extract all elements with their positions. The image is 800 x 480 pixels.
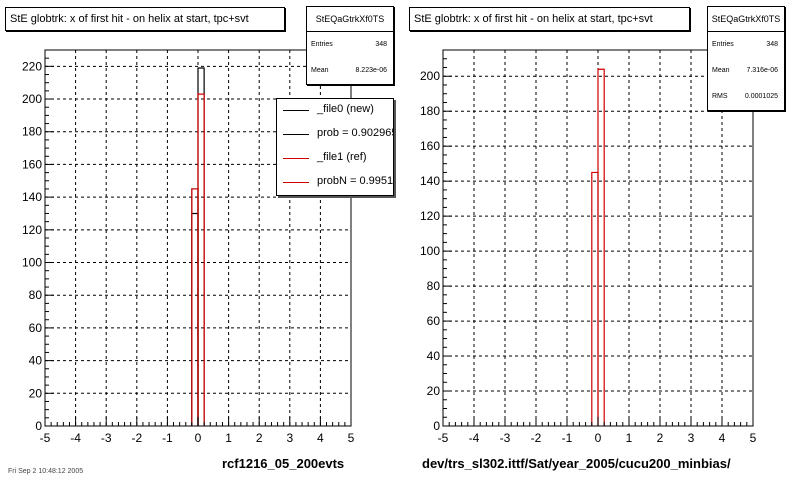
right-xtick-label-10: 5 [750, 431, 757, 445]
right-ytick-label-2: 40 [427, 349, 441, 363]
right-stats-box: StEQaGtrkXf0TS Entries 348 Mean 7.316e-06 … [707, 6, 785, 111]
left-bar-s0-b1 [191, 188, 199, 426]
right-xtick-label-6: 1 [626, 431, 633, 445]
legend-swatch-probN [283, 182, 309, 183]
left-xtick-label-4: -1 [162, 431, 173, 445]
left-xtick-label-6: 1 [225, 431, 232, 445]
left-bar-s0-b2 [197, 67, 205, 426]
right-ytick-label-5: 100 [420, 244, 440, 258]
right-xtick-label-5: 0 [595, 431, 602, 445]
legend-item-file0: _file0 (new) [277, 99, 393, 123]
legend-item-file1: _file1 (ref) [277, 147, 393, 171]
left-xtick-label-5: 0 [195, 431, 202, 445]
left-stats-entries: 348 [375, 41, 387, 48]
right-stats-name: StEQaGtrkXf0TS [708, 7, 784, 32]
legend-item-prob: prob = 0.902965 [277, 123, 393, 147]
left-ytick-label-8: 160 [22, 157, 42, 171]
left-bar-s1-b0 [191, 188, 199, 426]
right-xtick-label-1: -4 [469, 431, 480, 445]
right-bar-s0-b1 [597, 68, 605, 426]
right-xtick-label-0: -5 [438, 431, 449, 445]
right-stats-rms-label: RMS [712, 93, 728, 100]
right-plot: -5 -4 -3 -2 -1 0 1 2 3 4 5 0 20 40 60 80 100 120 140 160 180… [420, 49, 757, 445]
legend-swatch-prob [283, 134, 309, 135]
left-xtick-label-9: 4 [317, 431, 324, 445]
right-xtick-label-4: -1 [562, 431, 573, 445]
right-ytick-label-6: 120 [420, 209, 440, 223]
right-xtick-label-3: -2 [531, 431, 542, 445]
right-stats-entries: 348 [766, 41, 778, 48]
left-histogram-title: StE globtrk: x of first hit - on helix a… [5, 7, 285, 31]
timestamp-footnote: Fri Sep 2 10:48:12 2005 [8, 468, 84, 475]
right-histogram-title: StE globtrk: x of first hit - on helix a… [409, 7, 690, 31]
left-ytick-label-9: 180 [22, 125, 42, 139]
legend-label-file1: _file1 (ref) [317, 151, 367, 163]
legend-label-probN: probN = 0.995138 [317, 175, 394, 187]
left-stats-mean: 8.223e-06 [355, 67, 387, 74]
left-ytick-label-3: 60 [29, 321, 43, 335]
legend-swatch-file0 [283, 110, 309, 111]
right-caption: dev/trs_sl302.ittf/Sat/year_2005/cucu200… [422, 456, 731, 471]
right-xtick-label-9: 4 [719, 431, 726, 445]
right-bar-s0-b0 [591, 171, 599, 426]
left-caption: rcf1216_05_200evts [222, 456, 345, 471]
left-ytick-label-2: 40 [29, 354, 43, 368]
right-ytick-label-1: 20 [427, 384, 441, 398]
left-xtick-label-7: 2 [256, 431, 263, 445]
left-xtick-label-8: 3 [286, 431, 293, 445]
right-ytick-label-7: 140 [420, 174, 440, 188]
left-bar-s0-b0 [191, 212, 199, 426]
right-ytick-label-10: 200 [420, 69, 440, 83]
legend-swatch-file1 [283, 158, 309, 159]
legend-label-prob: prob = 0.902965 [317, 127, 394, 139]
right-stats-entries-label: Entries [712, 41, 734, 48]
left-ytick-label-10: 200 [22, 92, 42, 106]
left-stats-box: StEQaGtrkXf0TS Entries 348 Mean 8.223e-06 [306, 6, 394, 85]
right-stats-mean: 7.316e-06 [746, 67, 778, 74]
left-ytick-label-7: 140 [22, 190, 42, 204]
left-plot: -5 -4 -3 -2 -1 0 1 2 3 4 5 0 20 40 60 80 100 120 140 160 180… [22, 49, 355, 445]
right-ytick-label-8: 160 [420, 139, 440, 153]
left-xtick-label-0: -5 [40, 431, 51, 445]
right-stats-mean-label: Mean [712, 67, 730, 74]
left-ytick-label-11: 220 [22, 59, 42, 73]
left-ytick-label-0: 0 [35, 419, 42, 433]
right-ytick-label-9: 180 [420, 104, 440, 118]
left-xtick-label-3: -2 [131, 431, 142, 445]
right-stats-rms: 0.0001025 [744, 93, 778, 100]
left-ytick-label-6: 120 [22, 223, 42, 237]
left-stats-entries-label: Entries [311, 41, 333, 48]
right-xtick-label-2: -3 [500, 431, 511, 445]
right-ytick-label-0: 0 [433, 419, 440, 433]
left-ytick-label-5: 100 [22, 256, 42, 270]
left-ytick-label-4: 80 [29, 288, 43, 302]
left-ytick-label-1: 20 [29, 386, 43, 400]
left-bar-s1-b1 [197, 93, 205, 426]
left-xtick-label-1: -4 [70, 431, 81, 445]
left-xtick-label-10: 5 [348, 431, 355, 445]
left-stats-name: StEQaGtrkXf0TS [307, 7, 393, 32]
right-xtick-label-7: 2 [657, 431, 664, 445]
left-stats-mean-label: Mean [311, 67, 329, 74]
right-ytick-label-4: 80 [427, 279, 441, 293]
legend-item-probN: probN = 0.995138 [277, 171, 393, 195]
legend-label-file0: _file0 (new) [317, 103, 374, 115]
left-xtick-label-2: -3 [101, 431, 112, 445]
left-legend: _file0 (new) prob = 0.902965 _file1 (ref… [276, 98, 394, 196]
right-xtick-label-8: 3 [688, 431, 695, 445]
right-ytick-label-3: 60 [427, 314, 441, 328]
